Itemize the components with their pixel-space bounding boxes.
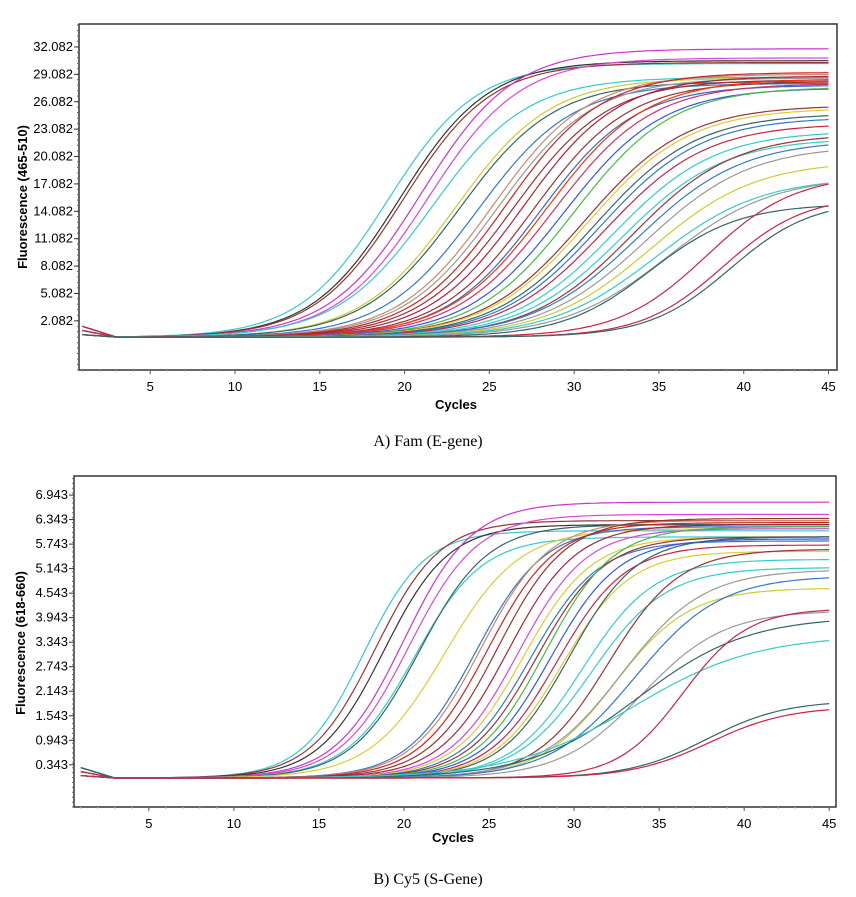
y-tick-label: 2.082 bbox=[40, 313, 73, 328]
y-tick-label: 6.943 bbox=[35, 487, 68, 502]
amplification-curve bbox=[80, 709, 830, 779]
y-tick-label: 20.082 bbox=[33, 149, 73, 164]
chart-panel-fam: 2.082 5.082 8.082 11.082 14.082 17.082 20.082 2… bbox=[15, 23, 838, 450]
amplification-curve bbox=[82, 210, 829, 338]
chart-caption: A) Fam (E-gene) bbox=[373, 433, 482, 450]
series-group bbox=[80, 501, 830, 779]
y-tick-label: 11.082 bbox=[34, 231, 73, 246]
y-tick-label: 14.082 bbox=[33, 203, 73, 218]
y-tick-label: 5.743 bbox=[35, 536, 68, 551]
y-tick-label: 29.082 bbox=[33, 66, 73, 81]
y-tick-label: 23.082 bbox=[33, 121, 73, 136]
y-tick-label: 2.743 bbox=[35, 659, 68, 674]
y-tick-label: 0.343 bbox=[35, 757, 68, 772]
y-tick-label: 5.082 bbox=[40, 285, 73, 300]
chart-caption: B) Cy5 (S-Gene) bbox=[373, 871, 482, 888]
y-axis-ticks: 2.082 5.082 8.082 11.082 14.082 17.082 20.082 2… bbox=[33, 24, 79, 371]
x-tick-label: 40 bbox=[737, 816, 751, 831]
y-tick-label: 4.543 bbox=[35, 585, 68, 600]
y-tick-label: 0.943 bbox=[35, 732, 68, 747]
x-tick-label: 35 bbox=[652, 379, 666, 394]
y-tick-label: 3.343 bbox=[35, 634, 68, 649]
x-axis-ticks: 5 10 15 20 25 30 35 40 45 bbox=[81, 370, 836, 394]
x-tick-label: 15 bbox=[313, 379, 327, 394]
x-tick-label: 5 bbox=[145, 816, 152, 831]
x-axis-title: Cycles bbox=[435, 397, 477, 412]
x-axis-title: Cycles bbox=[432, 830, 474, 845]
amplification-curve bbox=[82, 76, 829, 338]
y-axis-title: Fluorescence (465-510) bbox=[15, 125, 30, 269]
x-tick-label: 20 bbox=[397, 816, 411, 831]
x-tick-label: 45 bbox=[822, 816, 836, 831]
y-axis-title: Fluorescence (618-660) bbox=[13, 571, 28, 715]
x-tick-label: 40 bbox=[736, 379, 750, 394]
y-tick-label: 1.543 bbox=[35, 708, 68, 723]
x-tick-label: 5 bbox=[147, 379, 154, 394]
plot-frame bbox=[78, 23, 838, 371]
x-tick-label: 10 bbox=[228, 379, 242, 394]
x-tick-label: 25 bbox=[482, 379, 496, 394]
x-tick-label: 20 bbox=[397, 379, 411, 394]
y-tick-label: 17.082 bbox=[33, 176, 73, 191]
amplification-curve bbox=[82, 62, 829, 338]
x-tick-label: 30 bbox=[567, 379, 581, 394]
x-tick-label: 15 bbox=[312, 816, 326, 831]
y-tick-label: 8.082 bbox=[40, 258, 73, 273]
x-tick-label: 25 bbox=[482, 816, 496, 831]
y-tick-label: 5.143 bbox=[35, 561, 68, 576]
y-tick-label: 32.082 bbox=[33, 39, 73, 54]
y-axis-ticks: 0.343 0.943 1.543 2.143 2.743 3.343 3.943 4.543… bbox=[35, 477, 74, 808]
x-tick-label: 30 bbox=[567, 816, 581, 831]
y-tick-label: 26.082 bbox=[33, 94, 73, 109]
chart-panel-cy5: 0.343 0.943 1.543 2.143 2.743 3.343 3.943 4.543… bbox=[13, 475, 837, 888]
series-group bbox=[82, 48, 829, 338]
x-tick-label: 35 bbox=[652, 816, 666, 831]
x-axis-ticks: 5 10 15 20 25 30 35 40 45 bbox=[80, 807, 836, 831]
x-tick-label: 45 bbox=[821, 379, 835, 394]
x-tick-label: 10 bbox=[227, 816, 241, 831]
y-tick-label: 6.343 bbox=[35, 512, 68, 527]
y-tick-label: 3.943 bbox=[35, 610, 68, 625]
y-tick-label: 2.143 bbox=[35, 683, 68, 698]
